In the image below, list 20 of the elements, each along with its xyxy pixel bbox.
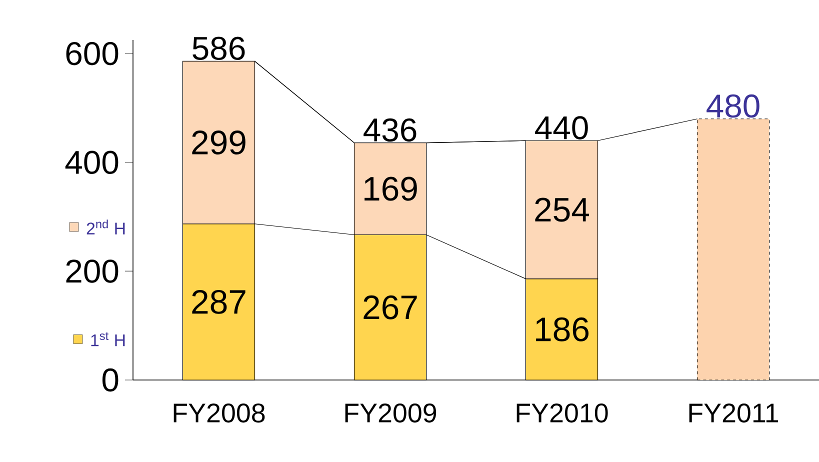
y-tick-label: 0: [102, 368, 118, 392]
legend-label: 2$^{nd}$ H: [86, 220, 125, 234]
legend-label: 1$^{st}$ H: [91, 332, 125, 346]
y-tick-label: 400: [65, 150, 118, 174]
total-label: 440: [535, 116, 588, 140]
x-tick-label: FY2011: [689, 404, 778, 423]
x-tick-label: FY2009: [345, 404, 436, 423]
y-tick-label: 200: [66, 260, 118, 283]
x-tick-label: FY2008: [174, 404, 265, 423]
data-label: 287: [192, 290, 246, 314]
data-label: 169: [364, 176, 417, 201]
data-label: 254: [535, 198, 590, 222]
data-label: 480: [706, 94, 760, 118]
data-label: 299: [192, 130, 246, 155]
x-tick-label: FY2010: [516, 404, 608, 423]
y-tick-label: 600: [66, 42, 118, 66]
data-label: 267: [364, 295, 417, 320]
data-label: 186: [536, 317, 589, 342]
total-label: 586: [192, 36, 245, 60]
total-label: 436: [364, 118, 416, 142]
